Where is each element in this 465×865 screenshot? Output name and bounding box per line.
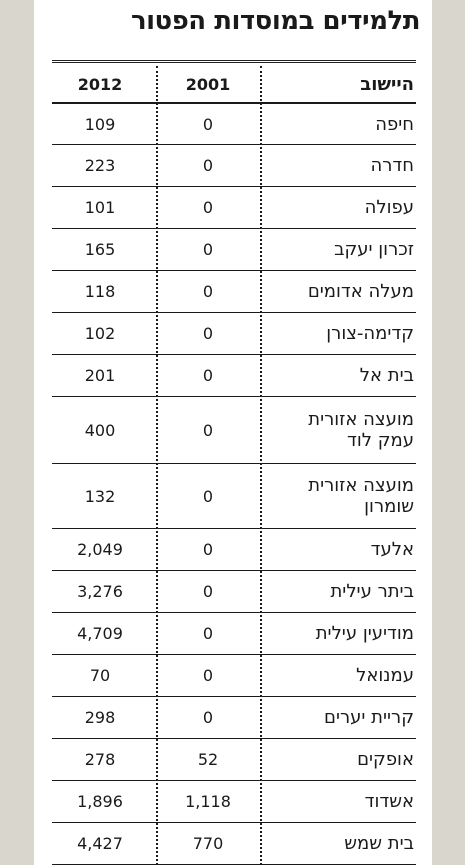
cell-settlement: מודיעין עילית: [315, 623, 414, 644]
cell-2001: 0: [202, 282, 214, 301]
cell-2012: 4,427: [77, 834, 123, 853]
table-row: 298 0 קריית יערים: [52, 697, 416, 739]
table-row: 2,049 0 אלעד: [52, 529, 416, 571]
cell-2001: 770: [192, 834, 224, 853]
cell-2012: 278: [84, 750, 116, 769]
column-header-2012: 2012: [77, 74, 123, 94]
cell-2012: 3,276: [77, 582, 123, 601]
cell-2012: 70: [89, 666, 111, 685]
cell-settlement: מועצה אזורית עמק לוד: [308, 409, 414, 451]
table-row: 101 0 עפולה: [52, 187, 416, 229]
cell-settlement: אופקים: [357, 749, 414, 770]
cell-2001: 0: [202, 156, 214, 175]
cell-settlement: זכרון יעקב: [334, 239, 414, 260]
cell-settlement: עמנואל: [356, 665, 414, 686]
table-row: 109 0 חיפה: [52, 104, 416, 145]
cell-2012: 400: [84, 420, 116, 440]
cell-2001: 52: [197, 750, 219, 769]
cell-2012: 298: [84, 708, 116, 727]
table-row: 70 0 עמנואל: [52, 655, 416, 697]
cell-settlement: קריית יערים: [324, 707, 414, 728]
cell-2001: 0: [202, 624, 214, 643]
cell-settlement: בית אל: [359, 365, 414, 386]
cell-2012: 118: [84, 282, 116, 301]
cell-2001: 0: [202, 240, 214, 259]
cell-settlement: אלעד: [370, 539, 414, 560]
column-header-2001: 2001: [185, 74, 231, 94]
cell-2001: 0: [202, 666, 214, 685]
table-row: 201 0 בית אל: [52, 355, 416, 397]
cell-2001: 0: [202, 366, 214, 385]
column-divider-2012-2001: [156, 66, 158, 865]
cell-2001: 1,118: [185, 792, 231, 811]
table-row: 4,709 0 מודיעין עילית: [52, 613, 416, 655]
table-header-row: 2012 2001 היישוב: [52, 66, 416, 104]
cell-settlement: ביתר עילית: [330, 581, 414, 602]
cell-settlement: חדרה: [370, 155, 414, 176]
table-row: 1,896 1,118 אשדוד: [52, 781, 416, 823]
cell-2001: 0: [202, 324, 214, 343]
table-row: 400 0 מועצה אזורית עמק לוד: [52, 397, 416, 464]
table-row: 132 0 מועצה אזורית שומרון: [52, 464, 416, 529]
cell-settlement: אשדוד: [364, 791, 414, 812]
cell-2001: 0: [202, 198, 214, 217]
table-row: 4,427 770 בית שמש: [52, 823, 416, 865]
cell-2001: 0: [202, 420, 214, 440]
table-row: 223 0 חדרה: [52, 145, 416, 187]
column-divider-2001-settlement: [260, 66, 262, 865]
page-title: תלמידים במוסדות הפטור: [130, 6, 421, 36]
cell-2001: 0: [202, 708, 214, 727]
column-header-settlement: היישוב: [360, 73, 414, 95]
cell-2001: 0: [202, 114, 214, 134]
cell-settlement: חיפה: [375, 113, 414, 135]
cell-2012: 165: [84, 240, 116, 259]
cell-2012: 201: [84, 366, 116, 385]
cell-2001: 0: [202, 486, 214, 506]
infographic-panel: תלמידים במוסדות הפטור 2012 2001 היישוב 1…: [34, 0, 432, 865]
cell-settlement: מועצה אזורית שומרון: [308, 475, 414, 517]
table-row: 102 0 קדימה-צורן: [52, 313, 416, 355]
table-row: 278 52 אופקים: [52, 739, 416, 781]
cell-2012: 101: [84, 198, 116, 217]
cell-settlement: קדימה-צורן: [326, 323, 414, 344]
table-row: 165 0 זכרון יעקב: [52, 229, 416, 271]
cell-settlement: עפולה: [364, 197, 414, 218]
cell-2012: 223: [84, 156, 116, 175]
cell-settlement: בית שמש: [344, 833, 414, 854]
cell-2012: 109: [84, 114, 116, 134]
cell-2012: 102: [84, 324, 116, 343]
data-table: 2012 2001 היישוב 109 0 חיפה 223 0 חדרה 101 0 עפו…: [52, 66, 416, 865]
cell-2001: 0: [202, 582, 214, 601]
cell-settlement: מעלה אדומים: [307, 281, 414, 302]
title-divider: [52, 60, 416, 63]
cell-2012: 2,049: [77, 540, 123, 559]
cell-2012: 132: [84, 486, 116, 506]
cell-2012: 1,896: [77, 792, 123, 811]
table-row: 3,276 0 ביתר עילית: [52, 571, 416, 613]
cell-2012: 4,709: [77, 624, 123, 643]
cell-2001: 0: [202, 540, 214, 559]
table-row: 118 0 מעלה אדומים: [52, 271, 416, 313]
